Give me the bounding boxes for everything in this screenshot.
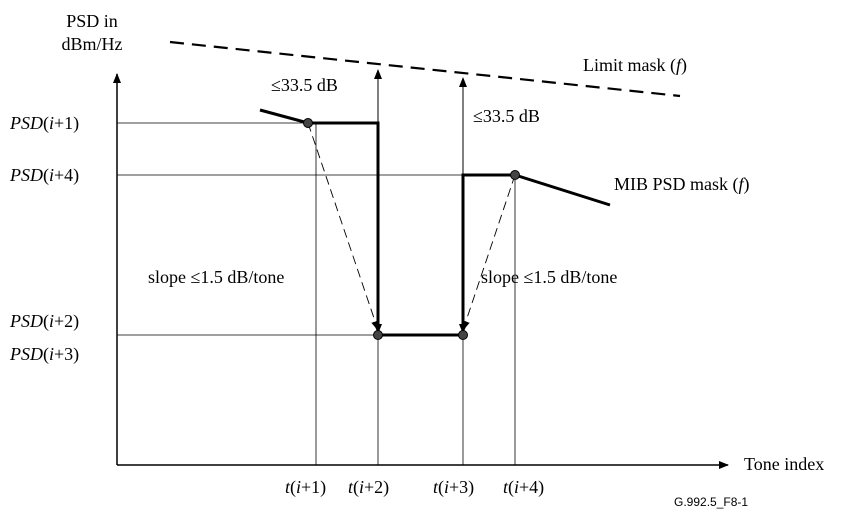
y-axis-label-line2: dBm/Hz <box>62 34 123 54</box>
mib-psd-mask-label: MIB PSD mask (f) <box>614 174 750 195</box>
y-tick-psd-i2: PSD(i+2) <box>9 311 79 332</box>
delta-label-left: ≤33.5 dB <box>271 75 338 95</box>
delta-label-right: ≤33.5 dB <box>473 106 540 126</box>
point-psd-i2 <box>373 330 383 340</box>
point-psd-i1 <box>303 118 313 128</box>
y-tick-psd-i4: PSD(i+4) <box>9 165 79 186</box>
slope-line-right <box>462 174 516 331</box>
slope-label-right: slope ≤1.5 dB/tone <box>481 267 617 287</box>
point-psd-i3 <box>458 330 468 340</box>
limit-mask-line <box>169 40 681 98</box>
x-tick-t-i4: t(i+4) <box>503 477 544 498</box>
figure-id: G.992.5_F8-1 <box>674 495 748 509</box>
slope-line-left <box>307 122 379 331</box>
x-tick-t-i2: t(i+2) <box>348 477 389 498</box>
point-psd-i4 <box>510 170 520 180</box>
y-tick-psd-i1: PSD(i+1) <box>9 113 79 134</box>
mib-psd-mask-line <box>259 108 611 337</box>
y-tick-psd-i3: PSD(i+3) <box>9 344 79 365</box>
limit-mask-label: Limit mask (f) <box>583 55 687 76</box>
x-tick-t-i1: t(i+1) <box>285 477 326 498</box>
x-axis-label: Tone index <box>744 454 824 474</box>
x-tick-t-i3: t(i+3) <box>433 477 474 498</box>
slope-label-left: slope ≤1.5 dB/tone <box>148 267 284 287</box>
y-axis-label-line1: PSD in <box>66 11 118 31</box>
